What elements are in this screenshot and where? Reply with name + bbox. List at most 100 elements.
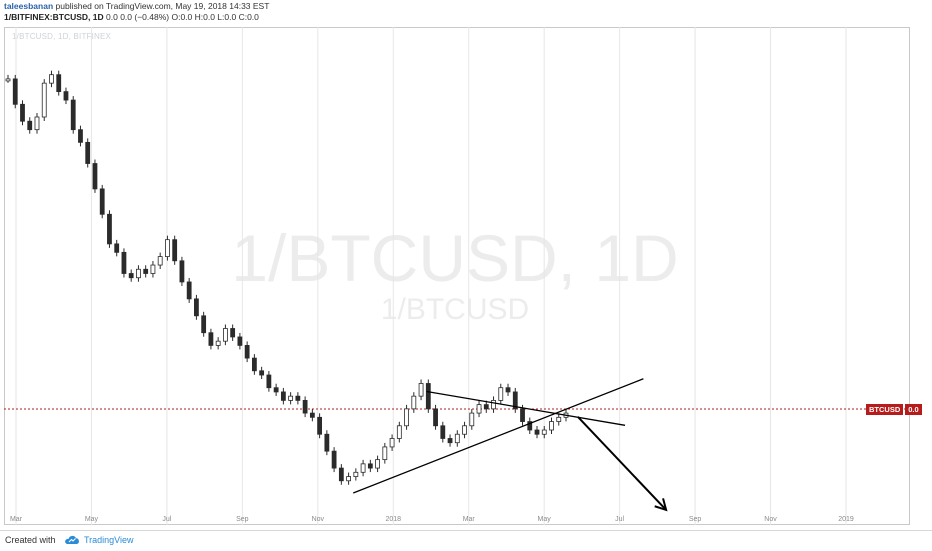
- candle-body: [194, 298, 199, 317]
- x-tick-label: May: [537, 516, 551, 523]
- candle-body: [244, 345, 250, 359]
- candle-body: [12, 78, 18, 105]
- candle-body: [331, 450, 337, 469]
- trendline: [352, 378, 644, 494]
- price-tag: BTCUSD 0.0: [866, 404, 922, 415]
- tradingview-link[interactable]: TradingView: [84, 535, 134, 545]
- candle-body: [150, 264, 156, 274]
- candle-body: [338, 467, 344, 482]
- candle-body: [99, 188, 105, 215]
- candle-body: [157, 256, 163, 266]
- cloud-logo-icon: [65, 535, 79, 544]
- candle-body: [353, 471, 359, 477]
- candle-body: [462, 425, 467, 435]
- candle-body: [541, 429, 547, 435]
- footer-bar: Created with TradingView: [0, 530, 932, 551]
- x-tick-label: May: [84, 516, 99, 523]
- arrow-head: [654, 498, 668, 512]
- author-link[interactable]: taleesbanan: [4, 1, 54, 11]
- candle-body: [389, 438, 395, 448]
- candle-body: [425, 383, 431, 410]
- candle-body: [433, 408, 438, 427]
- candle-body: [556, 416, 562, 422]
- candle-body: [107, 213, 112, 245]
- watermark-sub: 1/BTCUSD: [380, 293, 530, 326]
- price-tag-value: 0.0: [905, 404, 922, 415]
- candle-body: [34, 116, 40, 131]
- candle-body: [237, 336, 243, 346]
- x-tick-label: Nov: [311, 516, 325, 523]
- candle-body: [208, 332, 214, 346]
- candle-body: [20, 103, 25, 122]
- candle-body: [367, 463, 373, 469]
- chart-pane[interactable]: [4, 27, 910, 525]
- candle-body: [505, 387, 511, 393]
- candle-body: [27, 120, 33, 131]
- candle-body: [476, 404, 482, 414]
- candle-body: [534, 429, 540, 435]
- x-tick-label: Nov: [764, 516, 777, 523]
- candle-body: [179, 260, 185, 283]
- candle-body: [128, 273, 134, 279]
- candle-body: [215, 340, 221, 346]
- candle-body: [5, 78, 11, 82]
- candle-body: [266, 374, 272, 389]
- candle-body: [375, 459, 380, 469]
- candle-body: [41, 82, 47, 118]
- arrow-shaft: [577, 416, 667, 511]
- grid-lines: [4, 27, 910, 525]
- candle-body: [172, 239, 178, 262]
- candle-body: [85, 141, 91, 164]
- trendline: [426, 390, 626, 426]
- candle-body: [259, 370, 265, 376]
- candle-body: [280, 391, 286, 401]
- candle-body: [483, 404, 489, 410]
- candle-body: [78, 129, 83, 143]
- candle-body: [317, 416, 323, 435]
- candle-body: [418, 383, 424, 397]
- candle-body: [302, 399, 308, 414]
- watermark-main: 1/BTCUSD, 1D: [231, 221, 679, 295]
- candle-body: [186, 281, 192, 300]
- candle-body: [49, 74, 54, 84]
- x-tick-label: Sep: [688, 516, 702, 523]
- candle-body: [469, 412, 475, 427]
- x-tick-label: Jul: [615, 516, 625, 523]
- candle-body: [273, 387, 279, 393]
- candle-body: [201, 315, 207, 334]
- x-tick-label: Jul: [162, 516, 172, 523]
- candle-body: [92, 163, 98, 190]
- candle-body: [251, 357, 257, 372]
- candle-body: [520, 408, 525, 422]
- x-tick-label: Mar: [462, 516, 475, 523]
- candle-body: [165, 239, 170, 257]
- candle-body: [549, 421, 554, 431]
- price-tag-label: BTCUSD: [866, 404, 904, 415]
- candle-body: [324, 433, 330, 452]
- candle-body: [136, 268, 141, 279]
- created-with-text: Created with: [5, 535, 56, 545]
- candle-body: [56, 74, 62, 93]
- candles: [5, 70, 569, 485]
- candle-body: [309, 412, 315, 418]
- candle-body: [411, 395, 417, 410]
- candle-body: [447, 438, 453, 444]
- candle-body: [491, 399, 496, 410]
- ohlc-readout: 0.0 0.0 (−0.48%) O:0.0 H:0.0 L:0.0 C:0.0: [106, 12, 259, 22]
- symbol-label: 1/BITFINEX:BTCUSD, 1D: [4, 12, 104, 22]
- candle-body: [498, 387, 504, 401]
- published-text: published on TradingView.com, May 19, 20…: [55, 1, 270, 11]
- candle-body: [63, 91, 69, 101]
- x-tick-label: Mar: [9, 516, 23, 523]
- candle-body: [223, 328, 228, 342]
- candle-body: [512, 391, 518, 410]
- candle-body: [454, 433, 460, 444]
- candle-body: [295, 395, 301, 401]
- candle-body: [121, 251, 127, 274]
- candle-body: [230, 328, 236, 338]
- candle-body: [440, 425, 446, 439]
- candle-body: [114, 243, 120, 253]
- x-tick-label: 2019: [838, 516, 854, 523]
- candle-body: [288, 395, 294, 401]
